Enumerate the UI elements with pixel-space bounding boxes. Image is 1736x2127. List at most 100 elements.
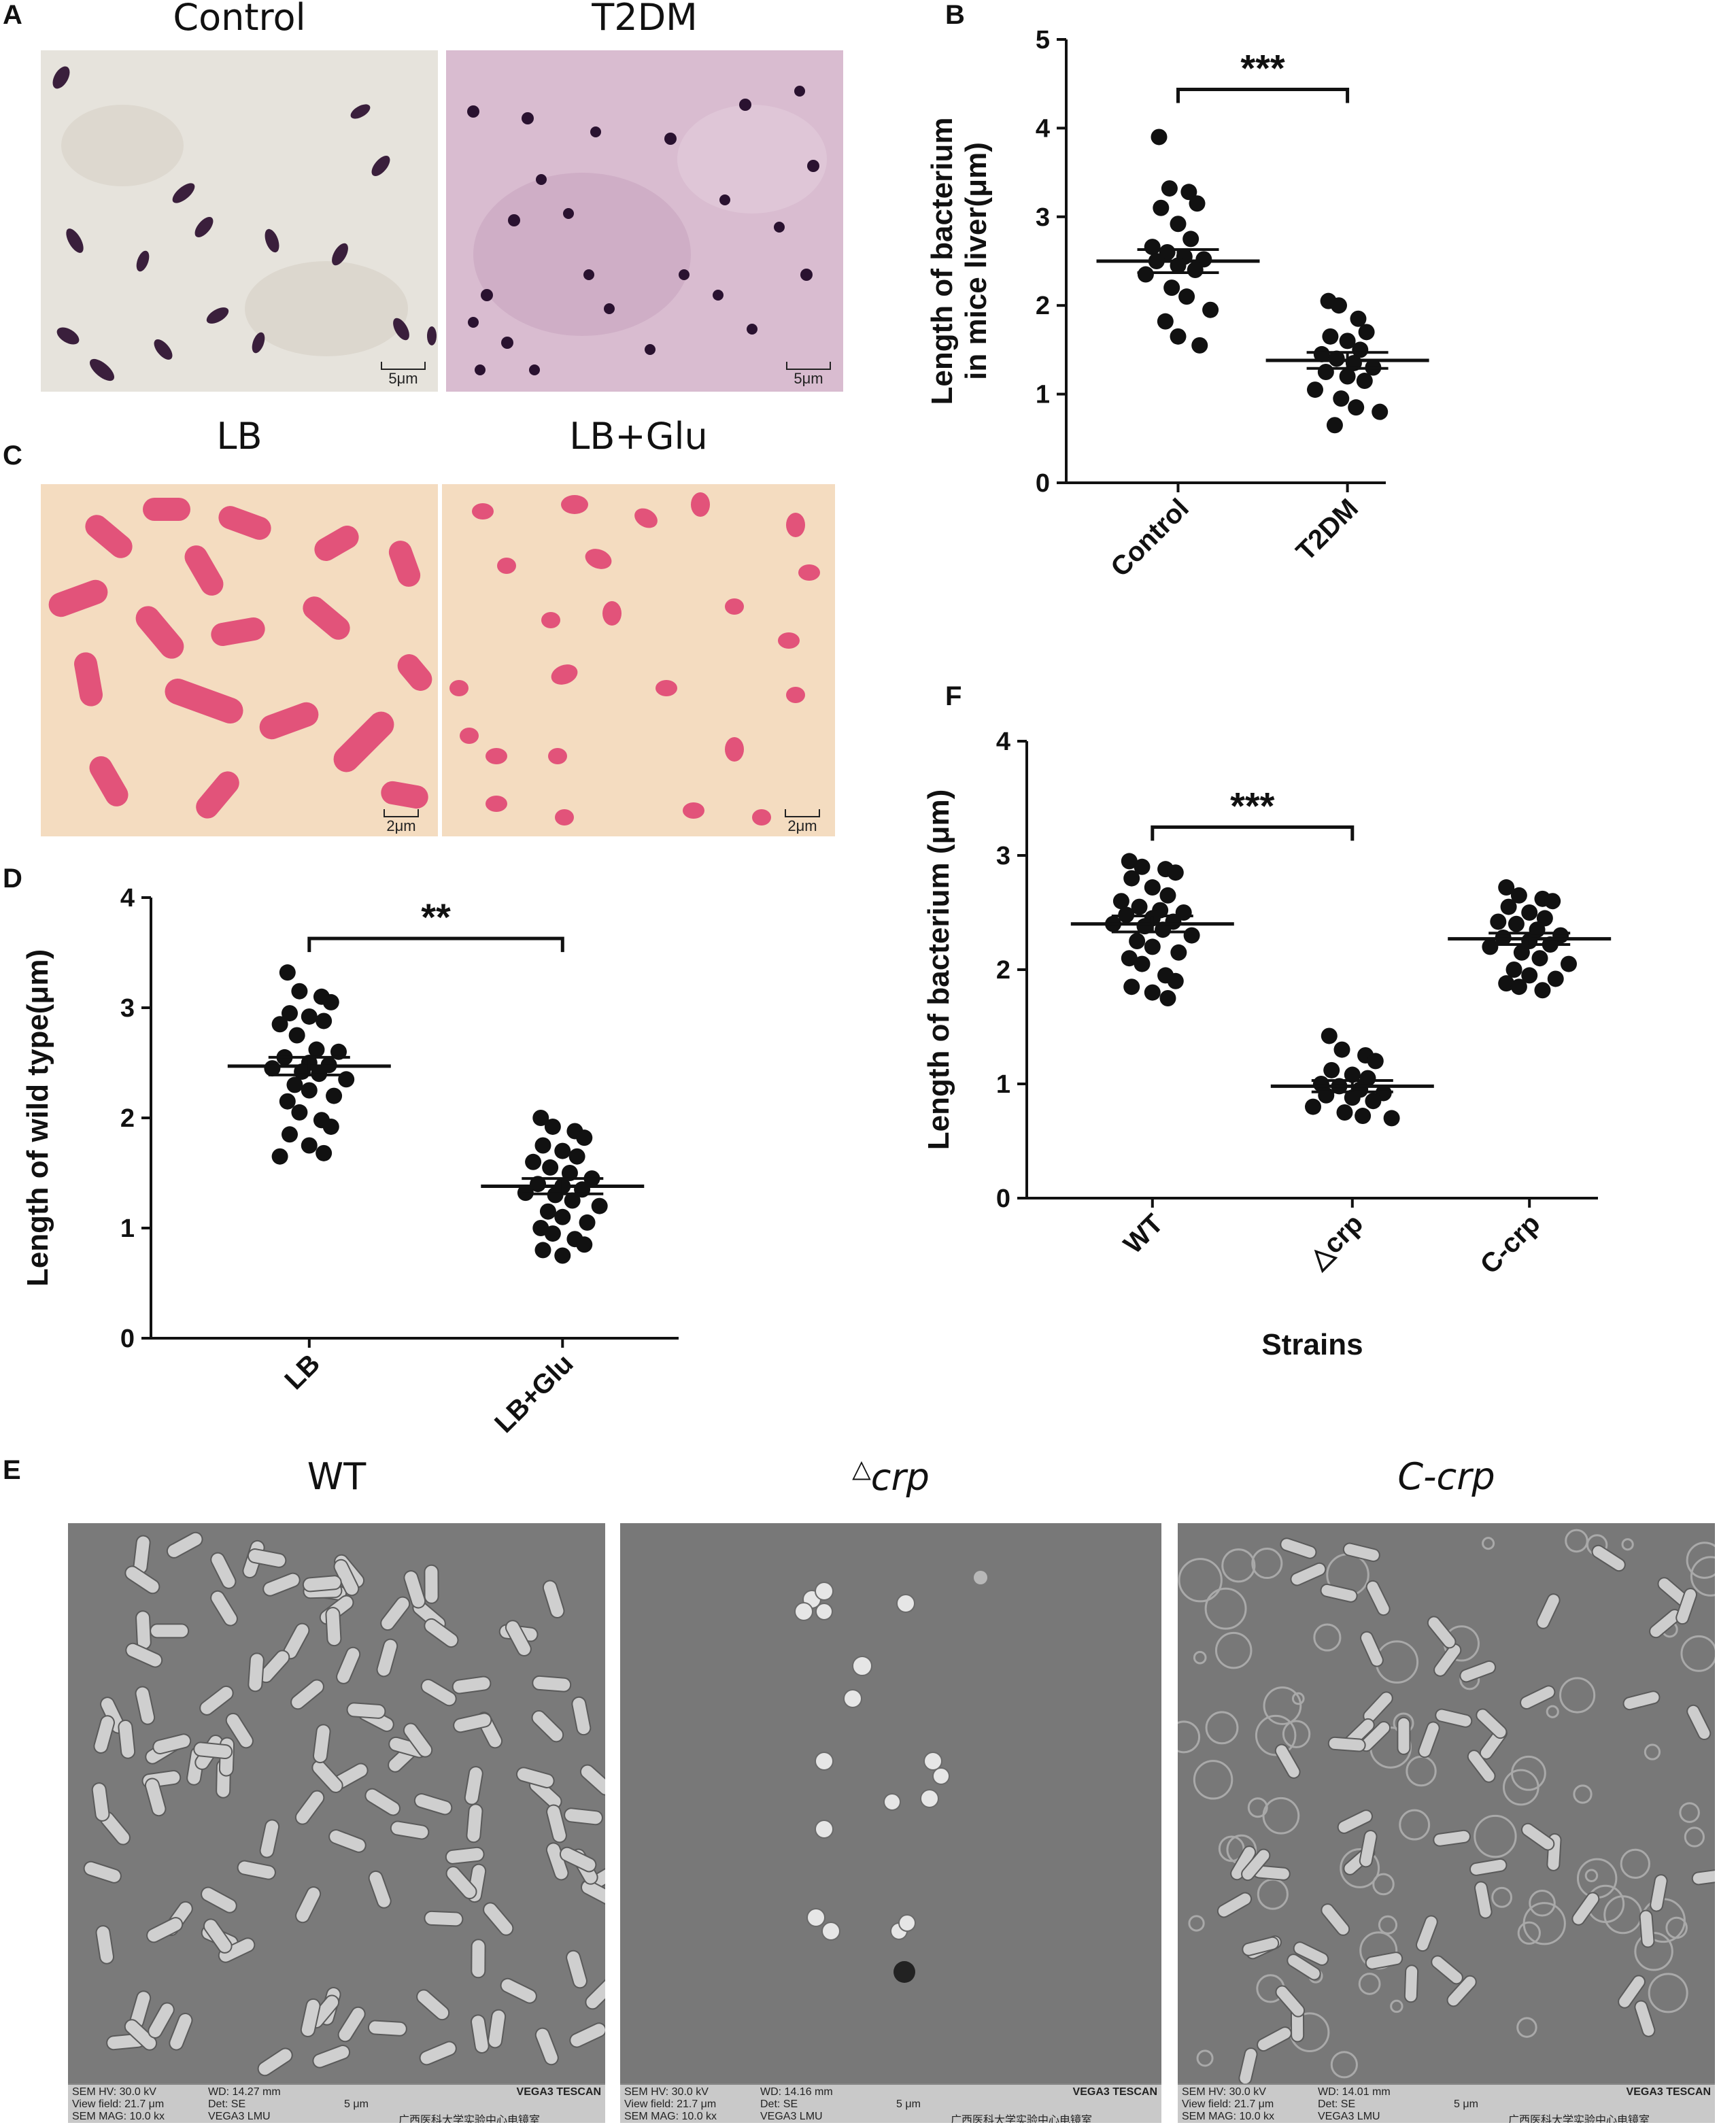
significance-bracket-b (1176, 87, 1350, 103)
wt-rod (534, 2027, 559, 2066)
data-point-t2dm (1328, 350, 1345, 367)
ccrp-rod (1427, 1616, 1457, 1649)
wt-rod (135, 1610, 152, 1650)
ccrp-vesicle (1378, 1915, 1398, 1935)
ccrp-vesicle (1372, 1873, 1395, 1896)
sem-mag: SEM MAG: 10.0 kx (72, 2111, 165, 2122)
data-point-lb (271, 1016, 288, 1033)
sem-image-wt: SEM HV: 30.0 kV WD: 14.27 mm VEGA3 TESCA… (68, 1523, 605, 2123)
data-point-lb (316, 1144, 333, 1161)
ccrp-rod (1342, 1542, 1380, 1563)
micrograph-lb-art (41, 484, 438, 836)
wt-rod (416, 1989, 450, 2021)
y-axis-label-b: in mice liver(μm) (959, 142, 993, 380)
data-point-lb (279, 1093, 296, 1110)
wt-rod (203, 1918, 233, 1954)
wt-rod (483, 1902, 514, 1936)
x-tick-label-lb: LB (279, 1348, 326, 1395)
y-tick-label-f: 3 (996, 842, 1010, 870)
data-point-wt (1134, 955, 1151, 972)
ccrp-vesicle (1491, 1886, 1513, 1908)
ccrp-vesicle (1399, 1809, 1431, 1841)
data-point-wt (1144, 879, 1161, 896)
data-point-lb-glu (554, 1142, 571, 1159)
wt-rod (166, 1531, 203, 1559)
wt-rod (585, 1977, 605, 2010)
sem-hv: SEM HV: 30.0 kV (1182, 2086, 1266, 2098)
ccrp-vesicle (1263, 1686, 1302, 1725)
data-point-lb-glu (544, 1118, 561, 1135)
data-point-lb (308, 1041, 325, 1058)
sem-c-crp-art (1178, 1523, 1715, 2086)
data-point-control (1180, 184, 1197, 201)
data-point-lb (322, 993, 339, 1010)
data-point-crp (1344, 1066, 1361, 1083)
ccrp-vesicle (1221, 1548, 1256, 1583)
data-point-c-crp (1510, 887, 1527, 904)
y-tick-label-b: 1 (1036, 381, 1050, 409)
data-point-lb (291, 983, 308, 1000)
ccrp-vesicle (1522, 1902, 1566, 1945)
ccrp-vesicle (1291, 1692, 1305, 1705)
data-point-lb (330, 1043, 347, 1060)
x-tick-label-wt: WT (1118, 1208, 1169, 1259)
data-point-control (1151, 129, 1168, 146)
image-title-control: Control (173, 0, 306, 39)
sem-scale: 5 μm (1454, 2098, 1478, 2110)
sem-image-delta-crp: SEM HV: 30.0 kV WD: 14.16 mm VEGA3 TESCA… (620, 1523, 1161, 2123)
wt-rod (445, 1866, 477, 1899)
data-point-wt (1159, 990, 1176, 1006)
data-point-wt (1167, 972, 1184, 989)
data-point-lb-glu (576, 1236, 593, 1253)
data-point-wt (1129, 933, 1146, 949)
scale-bar-control: 5μm (381, 362, 426, 388)
delta-symbol: △ (852, 1455, 871, 1483)
data-point-wt (1159, 887, 1176, 904)
data-point-c-crp (1498, 879, 1515, 896)
wt-rod (466, 1803, 483, 1843)
wt-rod (83, 1860, 122, 1884)
data-point-lb-glu (539, 1203, 556, 1220)
data-point-t2dm (1352, 341, 1369, 358)
data-point-lb-glu (579, 1214, 596, 1231)
ccrp-rod (1622, 1690, 1661, 1711)
y-tick-label-f: 1 (996, 1070, 1010, 1099)
data-point-lb (279, 964, 296, 981)
data-point-lb-glu (544, 1225, 561, 1242)
significance-label-b: *** (1240, 46, 1285, 89)
wt-rod (237, 1860, 276, 1880)
sem-mag: SEM MAG: 10.0 kx (624, 2111, 717, 2122)
wt-rod (471, 2014, 490, 2054)
data-point-lb (301, 1008, 318, 1025)
data-point-t2dm (1350, 310, 1367, 327)
data-point-control (1161, 180, 1178, 197)
wt-rod (390, 1820, 430, 1840)
ccrp-rod (1591, 1544, 1626, 1572)
y-tick-label-f: 4 (996, 728, 1010, 756)
ccrp-rod (1257, 2026, 1292, 2052)
ccrp-vesicle (1178, 1558, 1223, 1603)
sem-hv: SEM HV: 30.0 kV (72, 2086, 156, 2098)
data-point-lb-glu (591, 1197, 608, 1214)
wt-rod (262, 1572, 301, 1597)
ccrp-rod (1327, 1736, 1366, 1752)
sem-view-field: View field: 21.7 μm (72, 2098, 165, 2110)
panel-letter-e: E (3, 1455, 21, 1485)
ccrp-vesicle (1620, 1848, 1650, 1879)
y-tick-label-f: 0 (996, 1185, 1010, 1213)
data-point-wt (1183, 927, 1200, 944)
ccrp-rod (1359, 1830, 1378, 1868)
data-point-crp (1344, 1089, 1361, 1106)
y-tick-label-d: 2 (120, 1104, 135, 1133)
image-title-lb-glu: LB+Glu (569, 415, 708, 458)
data-point-control (1191, 337, 1208, 354)
sem-lab: 广西医科大学实验中心电镜室 (1508, 2115, 1650, 2123)
wt-rod (531, 1710, 564, 1743)
scale-bar-lb: 2μm (384, 809, 419, 835)
micrograph-lb: 2μm (41, 484, 438, 836)
ccrp-rod (1416, 1915, 1438, 1952)
data-point-crp (1383, 1110, 1400, 1127)
ccrp-rod (1365, 1580, 1391, 1616)
data-point-c-crp (1521, 904, 1538, 921)
ccrp-vesicle (1178, 1720, 1201, 1754)
